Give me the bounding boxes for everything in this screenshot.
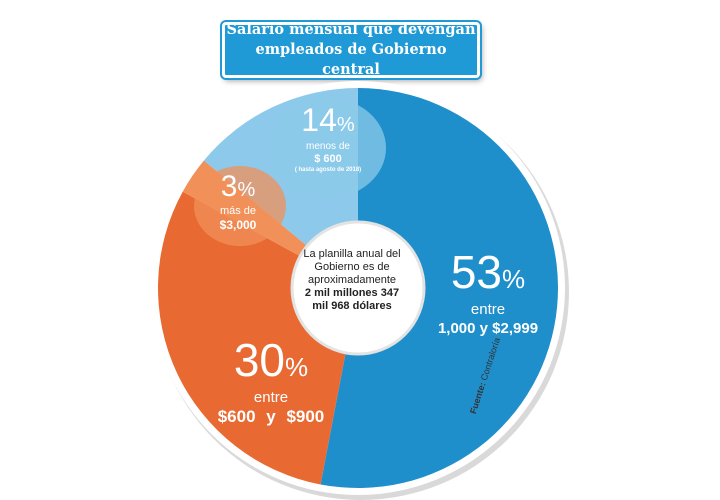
slice-desc-14: menos de — [306, 141, 350, 152]
slice-pct-53: 53 — [450, 246, 503, 298]
slice-label-30: 30% entre $600 y $900 — [206, 337, 336, 427]
center-line-4: 2 mil millones 347 — [304, 287, 400, 299]
slice-pct-30: 30 — [233, 334, 286, 386]
slice-note-14: ( hasta agosto de 2018) — [294, 167, 362, 173]
slice-label-53: 53% entre 1,000 y $2,999 — [418, 249, 558, 339]
chart-title-line-2: empleados de Gobierno central — [255, 41, 447, 78]
slice-53 — [320, 88, 559, 488]
label-bubble-14 — [270, 98, 386, 198]
chart-title: Salario mensual que devengan empleados d… — [222, 21, 480, 78]
center-annotation: La planilla anual del Gobierno es de apr… — [284, 248, 420, 313]
slice-range-14: $ 600 — [314, 153, 342, 165]
donut-center-hole — [290, 220, 426, 356]
slice-range-53: 1,000 y $2,999 — [437, 320, 539, 337]
slice-desc-30: entre — [253, 389, 289, 406]
center-line-1: La planilla anual del — [303, 248, 401, 260]
slice-range-3: $3,000 — [219, 218, 257, 232]
slice-label-3: 3% más de $3,000 — [196, 170, 280, 233]
slice-pct-3: 3 — [220, 170, 238, 203]
center-line-3: aproximadamente — [307, 274, 397, 286]
slice-label-14: 14% menos de $ 600 ( hasta agosto de 201… — [272, 104, 384, 175]
slice-pct-14: 14 — [301, 102, 337, 138]
center-line-5: mil 968 dólares — [312, 300, 392, 312]
chart-title-line-1: Salario mensual que devengan — [226, 21, 476, 38]
slice-desc-53: entre — [470, 301, 506, 318]
slice-range-30: $600 y $900 — [217, 407, 325, 426]
slice-desc-3: más de — [219, 205, 257, 217]
center-line-2: Gobierno es de — [314, 261, 390, 273]
label-bubble-3 — [194, 166, 286, 246]
